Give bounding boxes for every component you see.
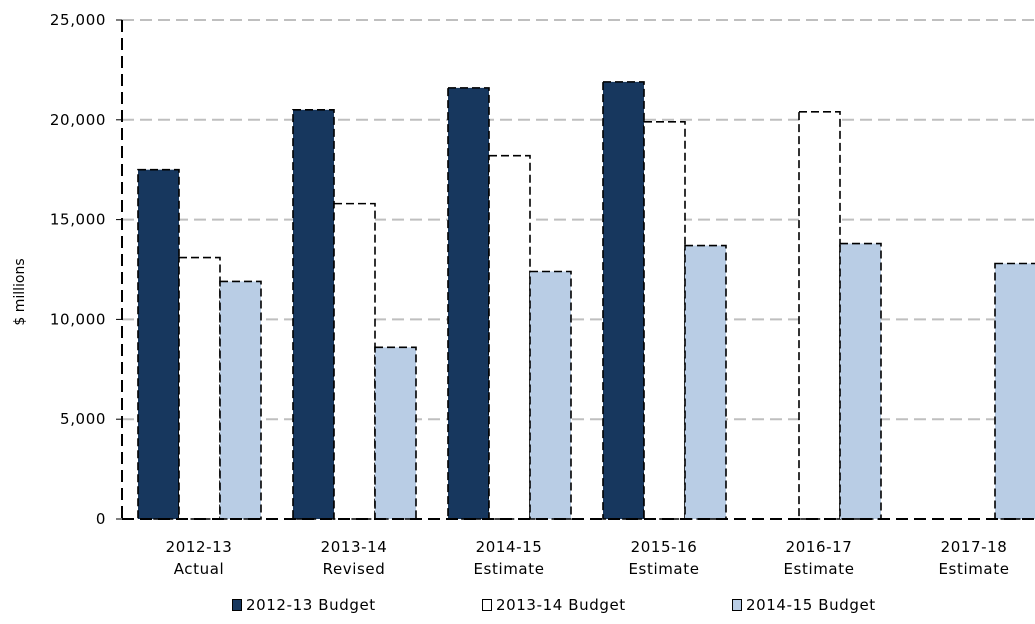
- legend-item: 2014-15 Budget: [732, 596, 876, 614]
- bars: [137, 81, 1035, 520]
- bar: [333, 202, 376, 520]
- bar-chart: 0 5,000 10,000 15,000 20,000 25,000 2012-13 Ac…: [12, 11, 1035, 578]
- bar: [447, 87, 490, 520]
- bar: [488, 154, 531, 520]
- bar: [137, 168, 180, 520]
- legend-label: 2013-14 Budget: [496, 596, 626, 614]
- x-tick-label: Estimate: [628, 560, 699, 578]
- bar: [292, 109, 335, 520]
- legend-item: 2012-13 Budget: [232, 596, 376, 614]
- bar: [602, 81, 645, 520]
- bar: [839, 242, 882, 520]
- y-tick-label: 25,000: [50, 11, 106, 29]
- bar: [178, 256, 221, 520]
- bar: [643, 120, 686, 520]
- x-axis-ticks: 2012-13 Actual 2013-14 Revised 2014-15 Estima…: [166, 538, 1009, 578]
- bar: [994, 262, 1035, 520]
- y-tick-label: 10,000: [50, 310, 106, 328]
- x-tick-label: Estimate: [938, 560, 1009, 578]
- y-axis-title: $ millions: [12, 258, 28, 325]
- x-tick-label: Estimate: [473, 560, 544, 578]
- y-axis-ticks: 0 5,000 10,000 15,000 20,000 25,000: [50, 11, 106, 528]
- y-tick-label: 20,000: [50, 111, 106, 129]
- bar: [684, 244, 727, 520]
- legend-swatch: [732, 599, 742, 611]
- x-tick-label: 2013-14: [321, 538, 388, 556]
- y-tick-label: 15,000: [50, 211, 106, 229]
- legend-label: 2012-13 Budget: [246, 596, 376, 614]
- x-tick-label: 2015-16: [631, 538, 698, 556]
- bar: [219, 280, 262, 520]
- x-tick-label: Revised: [323, 560, 386, 578]
- legend-item: 2013-14 Budget: [482, 596, 626, 614]
- x-tick-label: Actual: [174, 560, 225, 578]
- y-tick-label: 5,000: [60, 410, 106, 428]
- x-tick-label: 2014-15: [476, 538, 543, 556]
- x-tick-label: Estimate: [783, 560, 854, 578]
- bar: [374, 346, 417, 520]
- bar: [798, 111, 841, 520]
- x-tick-label: 2016-17: [786, 538, 853, 556]
- y-tick-label: 0: [96, 510, 106, 528]
- legend-swatch: [482, 599, 492, 611]
- gridlines: [122, 19, 1035, 421]
- legend-label: 2014-15 Budget: [746, 596, 876, 614]
- bar: [529, 270, 572, 520]
- legend: 2012-13 Budget 2013-14 Budget 2014-15 Budg…: [0, 596, 1035, 622]
- legend-swatch: [232, 599, 242, 611]
- x-tick-label: 2017-18: [941, 538, 1008, 556]
- axes: [116, 19, 1035, 520]
- x-tick-label: 2012-13: [166, 538, 233, 556]
